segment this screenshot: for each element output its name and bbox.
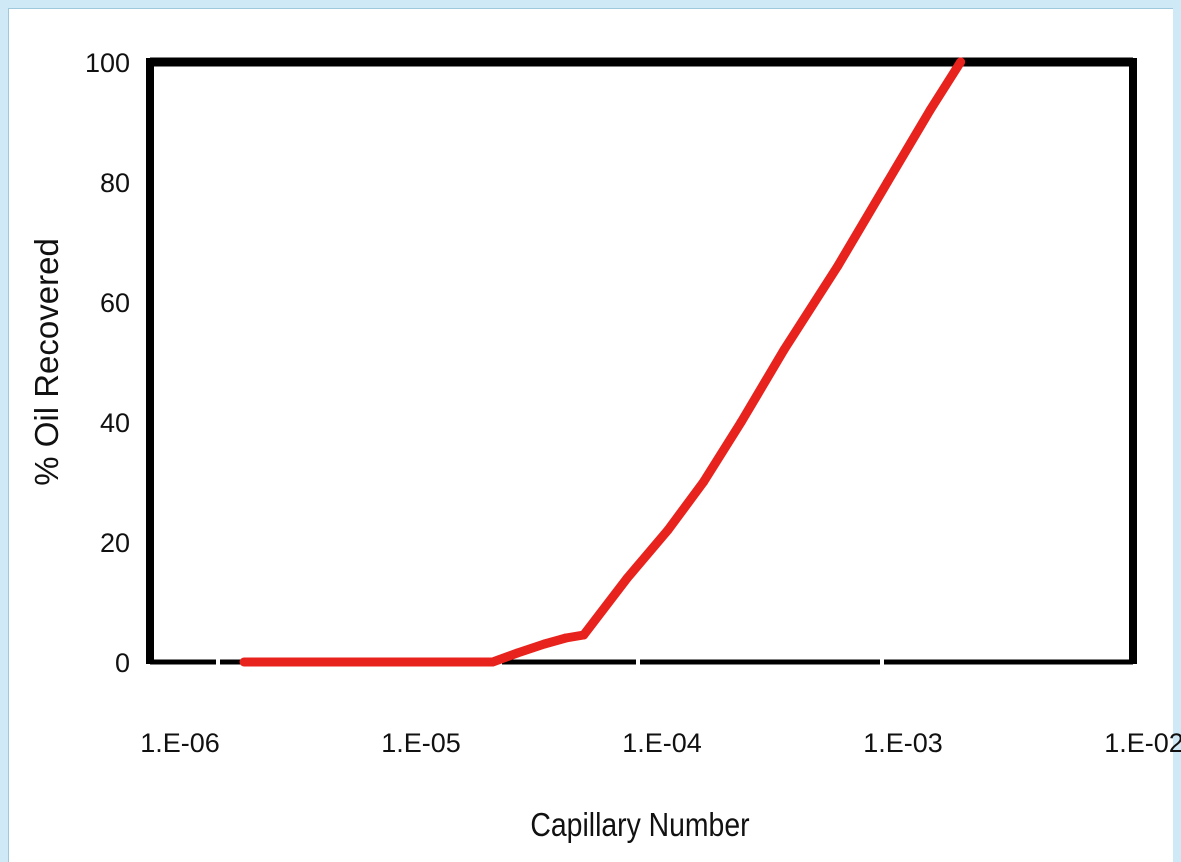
series-point	[882, 177, 892, 187]
y-tick-label: 20	[100, 528, 130, 558]
series-point	[779, 345, 789, 355]
y-axis-title: % Oil Recovered	[28, 238, 65, 486]
series-point	[956, 57, 966, 67]
series-point	[833, 261, 843, 271]
x-axis-break	[636, 657, 640, 667]
series-point	[699, 477, 709, 487]
series-point	[579, 630, 589, 640]
series-line	[239, 57, 966, 667]
x-tick-label: 1.E-06	[140, 728, 220, 758]
y-tick-label: 60	[100, 288, 130, 318]
series-point	[242, 660, 247, 664]
x-tick-label: 1.E-03	[863, 728, 943, 758]
series-point	[663, 525, 673, 535]
series-point	[622, 573, 632, 583]
x-tick-label: 1.E-05	[381, 728, 461, 758]
x-axis-break	[216, 657, 220, 667]
x-axis-title: Capillary Number	[530, 806, 749, 844]
x-tick-label: 1.E-04	[622, 728, 702, 758]
series-point	[512, 648, 522, 658]
y-tick-label: 0	[115, 648, 130, 678]
y-tick-label: 100	[85, 48, 130, 78]
series-point	[539, 639, 549, 649]
x-axis-break	[880, 657, 884, 667]
series-point	[736, 417, 746, 427]
series-point	[490, 660, 495, 664]
chart-frame	[8, 8, 1173, 862]
series-point	[561, 633, 571, 643]
x-tick-label: 1.E-02	[1104, 728, 1181, 758]
y-tick-label: 40	[100, 408, 130, 438]
series-point	[925, 105, 935, 115]
y-tick-label: 80	[100, 168, 130, 198]
